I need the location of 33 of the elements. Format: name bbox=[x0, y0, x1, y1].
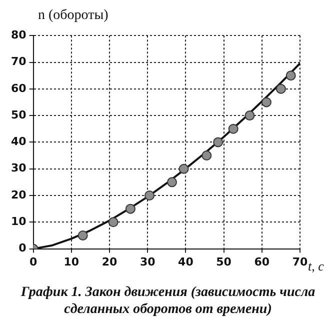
y-tick-label: 60 bbox=[10, 82, 27, 95]
point bbox=[244, 110, 255, 121]
point bbox=[125, 204, 136, 214]
y-axis-title: n (обороты) bbox=[38, 8, 110, 24]
point bbox=[108, 217, 118, 228]
x-tick-label: 60 bbox=[254, 255, 270, 268]
point bbox=[286, 70, 296, 81]
x-tick-label: 30 bbox=[140, 255, 156, 268]
point bbox=[213, 137, 224, 148]
y-tick-label: 20 bbox=[10, 188, 27, 202]
y-tick-label: 10 bbox=[10, 215, 27, 228]
point bbox=[166, 177, 177, 188]
point bbox=[178, 164, 189, 174]
y-tick-label: 0 bbox=[18, 242, 27, 255]
y-tick-label: 70 bbox=[10, 55, 27, 68]
point bbox=[276, 84, 286, 94]
point bbox=[202, 150, 212, 161]
y-tick-label: 30 bbox=[10, 162, 27, 175]
y-tick-label: 80 bbox=[10, 28, 27, 42]
x-tick-label: 70 bbox=[292, 255, 308, 268]
x-tick-label: 0 bbox=[29, 255, 38, 268]
point bbox=[261, 97, 272, 108]
x-tick-label: 40 bbox=[178, 255, 194, 268]
y-tick-label: 40 bbox=[10, 135, 27, 148]
point bbox=[228, 124, 238, 134]
point bbox=[144, 190, 155, 200]
x-tick-label: 20 bbox=[102, 255, 118, 268]
x-tick-label: 50 bbox=[216, 255, 232, 268]
x-tick-label: 10 bbox=[64, 255, 80, 268]
x-axis-title: t, c bbox=[308, 258, 324, 274]
text: График 1. Закон движения (зависимость числа сделанных оборотов от времени) bbox=[20, 284, 316, 318]
point bbox=[78, 230, 88, 240]
y-tick-label: 50 bbox=[10, 108, 27, 122]
